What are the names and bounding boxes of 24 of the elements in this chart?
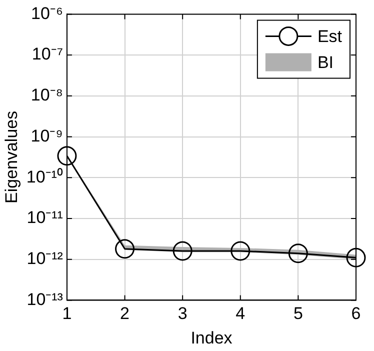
x-tick-label: 4 — [236, 304, 246, 324]
legend-label: BI — [317, 52, 334, 72]
point — [115, 239, 135, 259]
x-tick-label: 6 — [351, 304, 361, 324]
point — [230, 241, 250, 261]
point — [346, 248, 366, 268]
point — [172, 241, 192, 261]
x-tick-label: 5 — [293, 304, 303, 324]
y-tick-label: 10⁻⁶ — [31, 4, 63, 23]
x-tick-label: 1 — [62, 304, 72, 324]
x-tick-label: 2 — [120, 304, 130, 324]
y-axis-title: Eigenvalues — [2, 110, 21, 204]
x-tick-label: 3 — [178, 304, 188, 324]
y-tick-label: 10⁻¹⁰ — [26, 167, 63, 186]
y-tick-label: 10⁻⁷ — [32, 44, 63, 64]
y-tick-label: 10⁻⁹ — [30, 126, 63, 146]
legend-label: Est — [317, 26, 342, 46]
y-tick-label: 10⁻¹² — [26, 249, 64, 268]
point — [57, 146, 77, 166]
y-tick-label: 10⁻¹¹ — [26, 208, 64, 228]
x-axis-title: Index — [190, 328, 233, 348]
y-tick-label: 10⁻⁸ — [30, 86, 63, 105]
point — [288, 244, 308, 264]
y-tick-label: 10⁻¹³ — [26, 290, 64, 309]
